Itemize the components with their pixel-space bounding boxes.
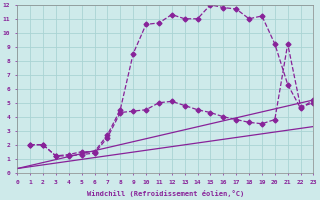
X-axis label: Windchill (Refroidissement éolien,°C): Windchill (Refroidissement éolien,°C) [87, 190, 244, 197]
